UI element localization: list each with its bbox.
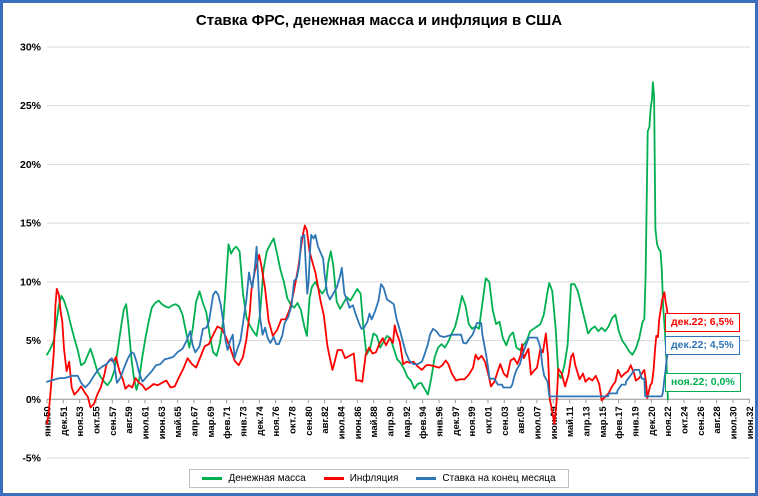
x-axis-tick-label: ноя.22 bbox=[663, 406, 674, 436]
y-axis-tick-label: 0% bbox=[26, 394, 42, 406]
x-axis-tick-label: окт.78 bbox=[288, 406, 299, 434]
x-axis-tick-label: янв.19 bbox=[631, 406, 642, 436]
x-axis-tick-label: дек.74 bbox=[255, 406, 266, 436]
x-axis-tick-label: сен.80 bbox=[304, 406, 315, 436]
x-axis-tick-label: мар.69 bbox=[206, 406, 217, 437]
legend-item-money-supply[interactable]: Денежная масса bbox=[202, 473, 306, 484]
x-axis-tick-label: мар.92 bbox=[402, 406, 413, 437]
legend-box: Денежная масса Инфляция Ставка на конец ме… bbox=[189, 469, 569, 488]
x-axis-tick-label: ноя.76 bbox=[271, 406, 282, 436]
x-axis-tick-label: дек.97 bbox=[451, 406, 462, 435]
y-axis-tick-label: 20% bbox=[20, 159, 42, 171]
x-axis-tick-label: мар.15 bbox=[598, 406, 609, 438]
chart-plot-area: 30%25%20%15%10%5%0%-5%янв.50 дек.51 ноя.53… bbox=[20, 42, 755, 465]
legend-label: Инфляция bbox=[349, 473, 399, 484]
x-axis-tick-label: фев.94 bbox=[418, 406, 429, 439]
legend: Денежная масса Инфляция Ставка на конец ме… bbox=[3, 469, 755, 488]
legend-label: Ставка на конец месяца bbox=[442, 473, 556, 484]
annotation-money-latest: ноя.22; 0,0% bbox=[665, 373, 741, 392]
x-axis-tick-label: июл.84 bbox=[337, 406, 348, 440]
y-axis-tick-label: 25% bbox=[20, 100, 42, 112]
y-axis-tick-label: 30% bbox=[20, 42, 42, 54]
x-axis-tick-label: сен.57 bbox=[108, 406, 119, 436]
x-axis-tick-label: июн.63 bbox=[157, 406, 168, 439]
legend-item-fed-rate[interactable]: Ставка на конец месяца bbox=[416, 473, 556, 484]
y-axis-tick-label: 15% bbox=[20, 218, 42, 230]
x-axis-tick-label: апр.13 bbox=[582, 406, 593, 436]
x-axis-tick-label: фев.17 bbox=[614, 406, 625, 439]
legend-line-swatch bbox=[416, 477, 437, 480]
x-axis-tick-label: апр.90 bbox=[386, 406, 397, 436]
y-axis-tick-label: -5% bbox=[22, 453, 41, 465]
x-axis-tick-label: сен.03 bbox=[500, 406, 511, 436]
annotation-inflation-latest: дек.22; 6,5% bbox=[665, 313, 740, 332]
x-axis-tick-label: окт.01 bbox=[484, 406, 495, 434]
x-axis-tick-label: июл.07 bbox=[533, 406, 544, 439]
x-axis-tick-label: окт.24 bbox=[680, 406, 691, 434]
x-axis-tick-label: июл.61 bbox=[141, 406, 152, 440]
x-axis-tick-label: янв.96 bbox=[435, 406, 446, 436]
x-axis-tick-label: окт.55 bbox=[92, 406, 103, 434]
x-axis-tick-label: фев.71 bbox=[222, 406, 233, 439]
x-axis-tick-label: июн.32 bbox=[745, 406, 755, 439]
x-axis-tick-label: июн.86 bbox=[353, 406, 364, 439]
legend-label: Денежная масса bbox=[228, 473, 306, 484]
x-axis-tick-label: май.88 bbox=[369, 406, 380, 437]
y-axis-tick-label: 10% bbox=[20, 276, 42, 288]
x-axis-tick-label: май.11 bbox=[565, 406, 576, 437]
x-axis-tick-label: дек.20 bbox=[647, 406, 658, 435]
legend-line-swatch bbox=[323, 477, 344, 480]
x-axis-tick-label: сен.26 bbox=[696, 406, 707, 436]
chart-title: Ставка ФРС, денежная масса и инфляция в … bbox=[195, 12, 563, 29]
x-axis-tick-label: ноя.53 bbox=[75, 406, 86, 436]
x-axis-tick-label: июл.30 bbox=[729, 406, 740, 439]
x-axis-tick-label: ноя.99 bbox=[467, 406, 478, 436]
annotation-rate-latest: дек.22; 4,5% bbox=[665, 336, 740, 355]
x-axis-tick-label: апр.67 bbox=[190, 406, 201, 436]
x-axis-tick-label: дек.51 bbox=[59, 406, 70, 436]
legend-item-inflation[interactable]: Инфляция bbox=[323, 473, 399, 484]
x-axis-tick-label: янв.73 bbox=[239, 406, 250, 436]
x-axis-tick-label: авг.05 bbox=[516, 406, 527, 434]
legend-line-swatch bbox=[202, 477, 223, 480]
x-axis-tick-label: авг.28 bbox=[712, 406, 723, 433]
series-line-inflation bbox=[46, 224, 670, 425]
series-line-money-supply bbox=[46, 81, 669, 401]
x-axis-tick-label: авг.82 bbox=[320, 406, 331, 433]
x-axis-tick-label: авг.59 bbox=[124, 406, 135, 433]
series-line-fed-rate bbox=[46, 233, 670, 398]
x-axis-tick-label: май.65 bbox=[173, 406, 184, 438]
y-axis-tick-label: 5% bbox=[26, 335, 42, 347]
